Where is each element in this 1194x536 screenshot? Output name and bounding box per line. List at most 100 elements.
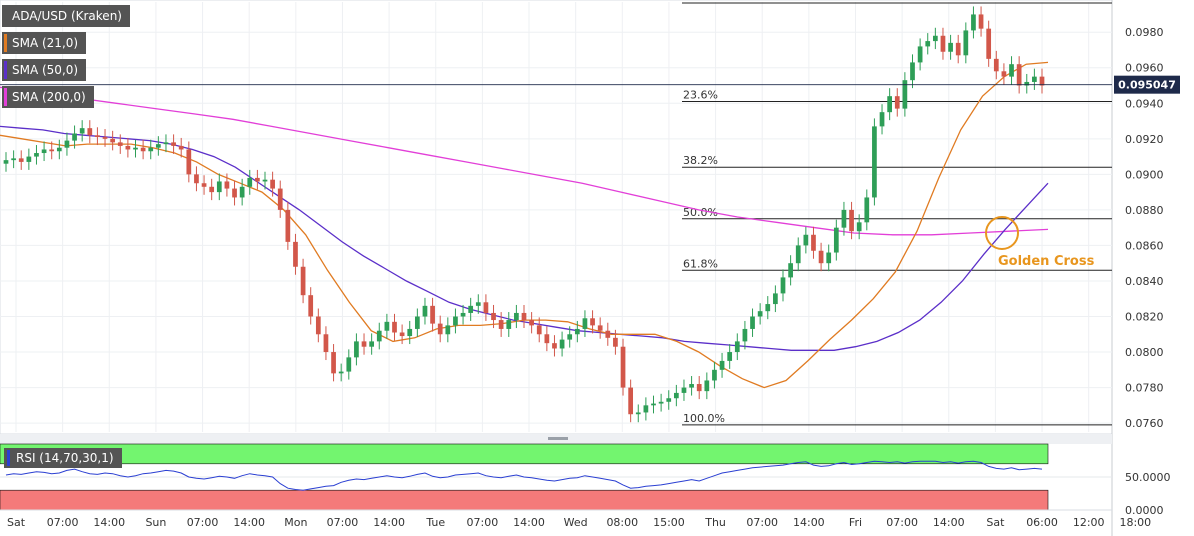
candle-body — [597, 325, 603, 331]
price-tick-label: 0.0780 — [1125, 382, 1164, 395]
time-tick-label: Wed — [564, 516, 588, 529]
candle-body — [948, 42, 953, 52]
candle-body — [125, 145, 131, 150]
candle-body — [658, 401, 664, 404]
candle-body — [277, 188, 283, 210]
rsi-line — [5, 460, 1043, 491]
candle-body — [559, 339, 565, 349]
candle-body — [255, 177, 260, 182]
candle-body — [376, 330, 382, 342]
candle-body — [765, 304, 771, 312]
sma200-label: SMA (200,0) — [12, 90, 86, 104]
candle-body — [788, 263, 793, 278]
price-tick-label: 0.0900 — [1125, 168, 1164, 181]
price-tick-label: 0.0920 — [1125, 133, 1164, 146]
candle-body — [841, 209, 847, 228]
candle-body — [963, 30, 969, 56]
symbol-label: ADA/USD (Kraken) — [12, 9, 122, 23]
candle-body — [232, 188, 237, 198]
last-price-tag — [1114, 75, 1180, 94]
time-tick-label: 18:00 — [1119, 516, 1151, 529]
candle-body — [430, 305, 435, 324]
candle-body — [117, 142, 123, 146]
time-tick-label: 14:00 — [793, 516, 825, 529]
rsi-oversold-zone — [0, 489, 1049, 511]
candle-body — [133, 147, 138, 150]
rsi-legend[interactable]: RSI (14,70,30,1) — [4, 448, 122, 468]
candle-body — [521, 312, 527, 321]
candle-body — [460, 312, 466, 317]
time-tick-label: 07:00 — [47, 516, 79, 529]
candle-body — [224, 181, 230, 189]
candle-body — [582, 318, 588, 329]
candle-body — [1016, 64, 1022, 86]
price-tick-label: 0.0800 — [1125, 346, 1164, 359]
candle-body — [955, 42, 961, 56]
candle-body — [673, 392, 679, 399]
candle-body — [910, 62, 915, 81]
candle-body — [399, 332, 405, 337]
price-tick-label: 0.0880 — [1125, 204, 1164, 217]
sma21-legend[interactable]: SMA (21,0) — [2, 32, 87, 54]
candle-body — [704, 380, 710, 392]
candle-body — [917, 46, 923, 63]
time-tick-label: 15:00 — [653, 516, 685, 529]
candle-body — [887, 96, 893, 113]
candle-body — [902, 80, 908, 109]
candle-body — [780, 277, 786, 294]
candle-body — [87, 128, 93, 136]
candle-body — [734, 341, 740, 353]
candle-body — [894, 96, 900, 109]
time-tick-label: 07:00 — [746, 516, 778, 529]
fib-level-label: 38.2% — [683, 154, 718, 167]
candlesticks — [3, 6, 1045, 423]
rsi-tick-label: 0.0000 — [1125, 504, 1164, 517]
candle-body — [628, 387, 634, 415]
candle-body — [544, 334, 550, 344]
candle-body — [407, 328, 413, 337]
price-tick-label: 0.0840 — [1125, 275, 1164, 288]
fib-level-label: 23.6% — [683, 89, 718, 102]
main-frame — [0, 0, 1113, 435]
candle-body — [811, 234, 816, 251]
candle-body — [468, 305, 474, 313]
sma21-swatch — [4, 34, 7, 52]
candle-body — [864, 197, 870, 223]
candle-body — [148, 147, 154, 152]
sma50-label: SMA (50,0) — [12, 63, 79, 77]
candle-body — [285, 209, 291, 242]
candle-body — [536, 325, 542, 335]
candle-body — [727, 352, 733, 361]
rsi-overbought-zone — [0, 443, 1049, 465]
sma50-legend[interactable]: SMA (50,0) — [2, 59, 87, 81]
time-tick-label: 14:00 — [513, 516, 545, 529]
price-tick-label: 0.0860 — [1125, 239, 1164, 252]
candle-body — [879, 112, 885, 127]
candle-body — [331, 352, 336, 374]
sma200-legend[interactable]: SMA (200,0) — [2, 86, 94, 108]
time-tick-label: 07:00 — [187, 516, 219, 529]
candle-body — [270, 179, 275, 189]
candle-body — [163, 142, 169, 145]
fib-level-label: 50.0% — [683, 206, 718, 219]
symbol-legend[interactable]: ADA/USD (Kraken) — [2, 5, 130, 27]
time-tick-label: 14:00 — [233, 516, 265, 529]
candle-body — [475, 302, 481, 306]
candle-body — [361, 341, 367, 347]
candle-body — [41, 149, 47, 154]
time-tick-label: 14:00 — [933, 516, 965, 529]
candle-body — [171, 142, 176, 146]
candle-body — [605, 330, 611, 338]
candle-body — [872, 126, 877, 198]
candle-body — [323, 334, 329, 353]
time-tick-label: 14:00 — [93, 516, 125, 529]
time-tick-label: 06:00 — [1026, 516, 1058, 529]
candle-body — [750, 316, 755, 329]
candle-body — [140, 147, 146, 152]
candle-body — [445, 325, 451, 335]
candle-body — [201, 183, 207, 187]
candle-body — [1024, 81, 1030, 86]
candle-body — [34, 153, 39, 157]
candle-body — [346, 357, 352, 372]
